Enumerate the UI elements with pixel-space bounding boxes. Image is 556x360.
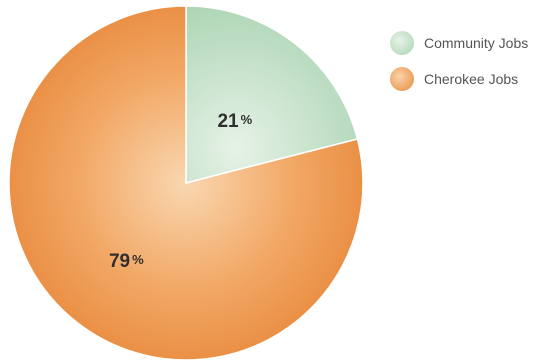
legend-item-community-jobs: Community Jobs: [390, 30, 528, 56]
legend-label-cherokee-jobs: Cherokee Jobs: [424, 71, 519, 87]
pie-slice-community-jobs: [185, 5, 359, 184]
legend-swatch-community-jobs: [390, 31, 414, 55]
legend: Community Jobs Cherokee Jobs: [390, 30, 528, 102]
legend-label-community-jobs: Community Jobs: [424, 35, 529, 51]
legend-swatch-cherokee-jobs: [390, 67, 414, 91]
pie-label-cherokee-jobs: 79%: [109, 251, 144, 272]
legend-item-cherokee-jobs: Cherokee Jobs: [390, 66, 528, 92]
pie-label-community-jobs: 21%: [217, 111, 252, 132]
pie-chart: 21 % 79%: [8, 5, 364, 360]
pie-slice-cherokee-jobs: [8, 5, 364, 360]
